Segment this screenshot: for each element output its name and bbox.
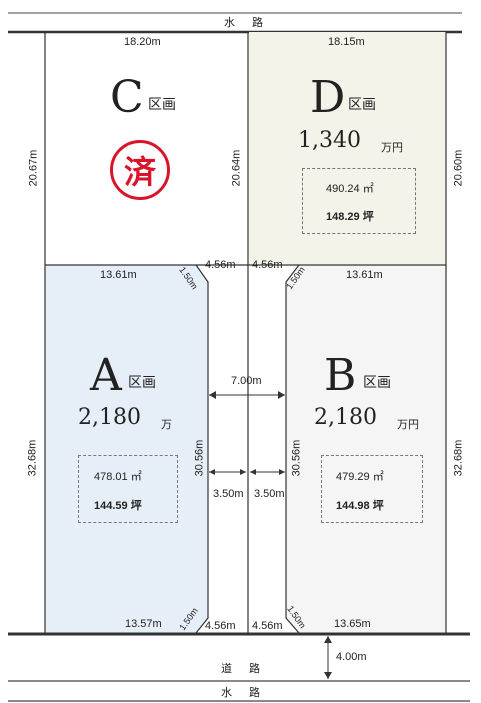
lot-a-area-box: [78, 455, 178, 523]
lot-c-left-dim: 20.67m: [27, 149, 40, 187]
half-left-arrowhead-b: [240, 469, 246, 475]
lot-b-price-unit: 万円: [397, 418, 419, 431]
lot-b-area-m2: 479.29 ㎡: [336, 471, 384, 483]
road-label: 道 路: [221, 662, 263, 675]
lot-b-bottom-dim: 13.65m: [334, 618, 371, 630]
top-canal-label: 水 路: [224, 16, 266, 29]
bottom-canal-label: 水 路: [221, 686, 263, 699]
lot-a-right-dim: 30.56m: [193, 439, 206, 477]
half-left-arrowhead-a: [209, 469, 215, 475]
sold-stamp: 済: [110, 140, 170, 200]
lot-d-price-unit: 万円: [381, 141, 403, 154]
lot-d-fill: [249, 32, 446, 264]
lot-d-top-dim: 18.15m: [328, 36, 365, 48]
drive-bottom-left-dim: 4.56m: [205, 620, 236, 632]
driveway-arrowhead-right: [278, 391, 285, 399]
lot-d-right-dim: 20.60m: [452, 149, 465, 187]
sold-stamp-text: 済: [123, 153, 156, 191]
lot-d-kuku: 区画: [348, 97, 376, 113]
lot-b-top-dim: 13.61m: [346, 269, 383, 281]
lot-a-letter: A: [90, 350, 122, 401]
lot-a-top-dim: 13.61m: [100, 269, 137, 281]
lot-a-area-tsubo: 144.59 坪: [94, 500, 142, 512]
lot-a-price-unit: 万: [161, 418, 172, 431]
lot-b-kuku: 区画: [363, 375, 391, 391]
drive-top-right-dim: 4.56m: [252, 259, 283, 271]
drive-half-left-dim: 3.50m: [213, 488, 244, 500]
half-right-arrowhead-a: [250, 469, 256, 475]
lot-b-price: 2,180: [314, 405, 377, 430]
lot-b-left-edge: [285, 264, 300, 634]
drive-width-dim: 7.00m: [231, 375, 262, 387]
lot-b-area-tsubo: 144.98 坪: [336, 500, 384, 512]
lot-c-letter: C: [110, 72, 144, 123]
drive-top-left-dim: 4.56m: [205, 259, 236, 271]
lot-b-area-box: [321, 455, 423, 523]
lot-d-area-box: [302, 168, 416, 234]
lot-c-top-dim: 18.20m: [124, 36, 161, 48]
lot-b-left-dim: 30.56m: [290, 439, 303, 477]
lot-a-area-m2: 478.01 ㎡: [94, 471, 142, 483]
lot-d-letter: D: [310, 72, 346, 123]
road-width-label: 4.00m: [336, 651, 367, 663]
lot-b-right-dim: 32.68m: [452, 439, 465, 477]
driveway-arrowhead-left: [209, 391, 216, 399]
lot-a-left-dim: 32.68m: [26, 439, 39, 477]
lot-a-fill: [45, 265, 208, 633]
half-right-arrowhead-b: [279, 469, 285, 475]
lot-d-area-m2: 490.24 ㎡: [326, 183, 374, 195]
lot-d-price: 1,340: [298, 128, 361, 153]
drive-bottom-right-dim: 4.56m: [252, 620, 283, 632]
lot-a-right-edge: [195, 264, 209, 634]
lot-d-area-tsubo: 148.29 坪: [326, 211, 374, 223]
lot-a-price: 2,180: [78, 405, 141, 430]
road-width-arrowhead-bottom: [324, 672, 332, 679]
drive-half-right-dim: 3.50m: [254, 488, 285, 500]
lot-c-right-dim: 20.64m: [230, 149, 243, 187]
lot-b-fill: [286, 265, 446, 633]
lot-b-letter: B: [324, 350, 357, 401]
lot-a-kuku: 区画: [128, 375, 156, 391]
lot-c-kuku: 区画: [148, 97, 176, 113]
road-width-arrowhead-top: [324, 636, 332, 643]
lot-a-bottom-dim: 13.57m: [125, 618, 162, 630]
